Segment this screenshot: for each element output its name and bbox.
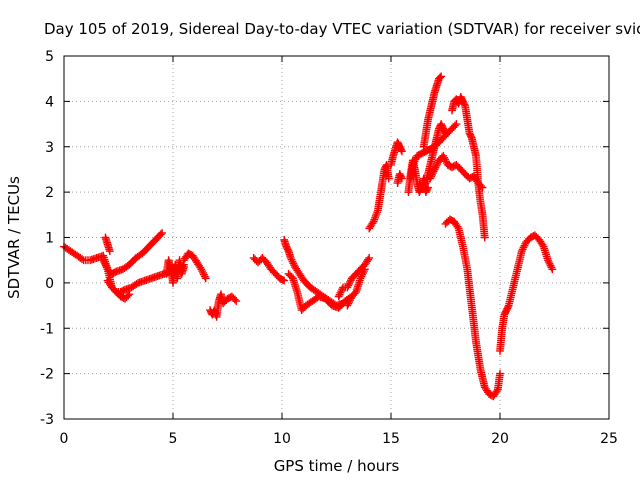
data-segment <box>365 161 393 233</box>
data-point <box>452 120 461 128</box>
data-point <box>441 129 450 138</box>
data-segment <box>393 170 406 187</box>
data-segment <box>180 249 210 283</box>
data-segment <box>387 138 406 169</box>
data-point <box>158 229 166 237</box>
data-point <box>365 254 374 262</box>
data-point <box>180 263 188 271</box>
x-axis-label: GPS time / hours <box>274 457 400 475</box>
data-segment <box>421 120 450 187</box>
data-segment <box>101 233 114 256</box>
data-point <box>424 183 432 192</box>
data-series <box>60 72 557 401</box>
grid <box>64 56 609 419</box>
y-tick-label: 5 <box>45 49 54 65</box>
data-point <box>437 72 446 81</box>
data-point <box>280 276 289 285</box>
data-segment <box>99 229 166 278</box>
y-tick-label: 0 <box>45 276 54 292</box>
data-point <box>105 247 114 256</box>
data-point <box>496 369 504 378</box>
data-point <box>156 230 165 239</box>
y-tick-label: 2 <box>45 185 54 201</box>
data-segment <box>448 92 489 242</box>
data-segment <box>343 265 369 310</box>
y-tick-label: 4 <box>45 94 54 110</box>
data-point <box>384 174 393 183</box>
y-axis-label: SDTVAR / TECUs <box>5 176 23 299</box>
y-tick-label: 1 <box>45 231 54 247</box>
data-point <box>398 174 406 183</box>
data-segment <box>206 290 241 321</box>
data-segment <box>334 254 374 301</box>
x-tick-label: 10 <box>273 431 291 447</box>
data-point <box>201 274 210 283</box>
data-point <box>125 290 134 299</box>
x-tick-label: 5 <box>169 431 178 447</box>
data-segment <box>284 269 356 314</box>
x-tick-label: 15 <box>382 431 400 447</box>
y-tick-label: -2 <box>40 367 54 383</box>
data-point <box>436 73 444 82</box>
x-tick-label: 25 <box>600 431 618 447</box>
data-segment <box>419 72 446 151</box>
data-point <box>480 233 489 242</box>
y-tick-label: -1 <box>40 321 54 337</box>
y-tick-label: 3 <box>45 140 54 156</box>
x-tick-label: 20 <box>491 431 509 447</box>
data-segment <box>249 254 289 285</box>
axis-ticks: 0 5 10 15 20 25 -3 -2 -1 0 1 2 3 4 5 <box>40 49 618 447</box>
chart-title: Day 105 of 2019, Sidereal Day-to-day VTE… <box>44 20 640 38</box>
data-segment <box>441 215 504 401</box>
y-tick-label: -3 <box>40 412 54 428</box>
data-segment <box>496 231 557 355</box>
x-tick-label: 0 <box>60 431 69 447</box>
data-point <box>232 297 241 305</box>
data-point <box>398 147 406 156</box>
data-segment <box>162 256 188 287</box>
data-point <box>548 265 557 274</box>
data-point <box>360 265 369 274</box>
